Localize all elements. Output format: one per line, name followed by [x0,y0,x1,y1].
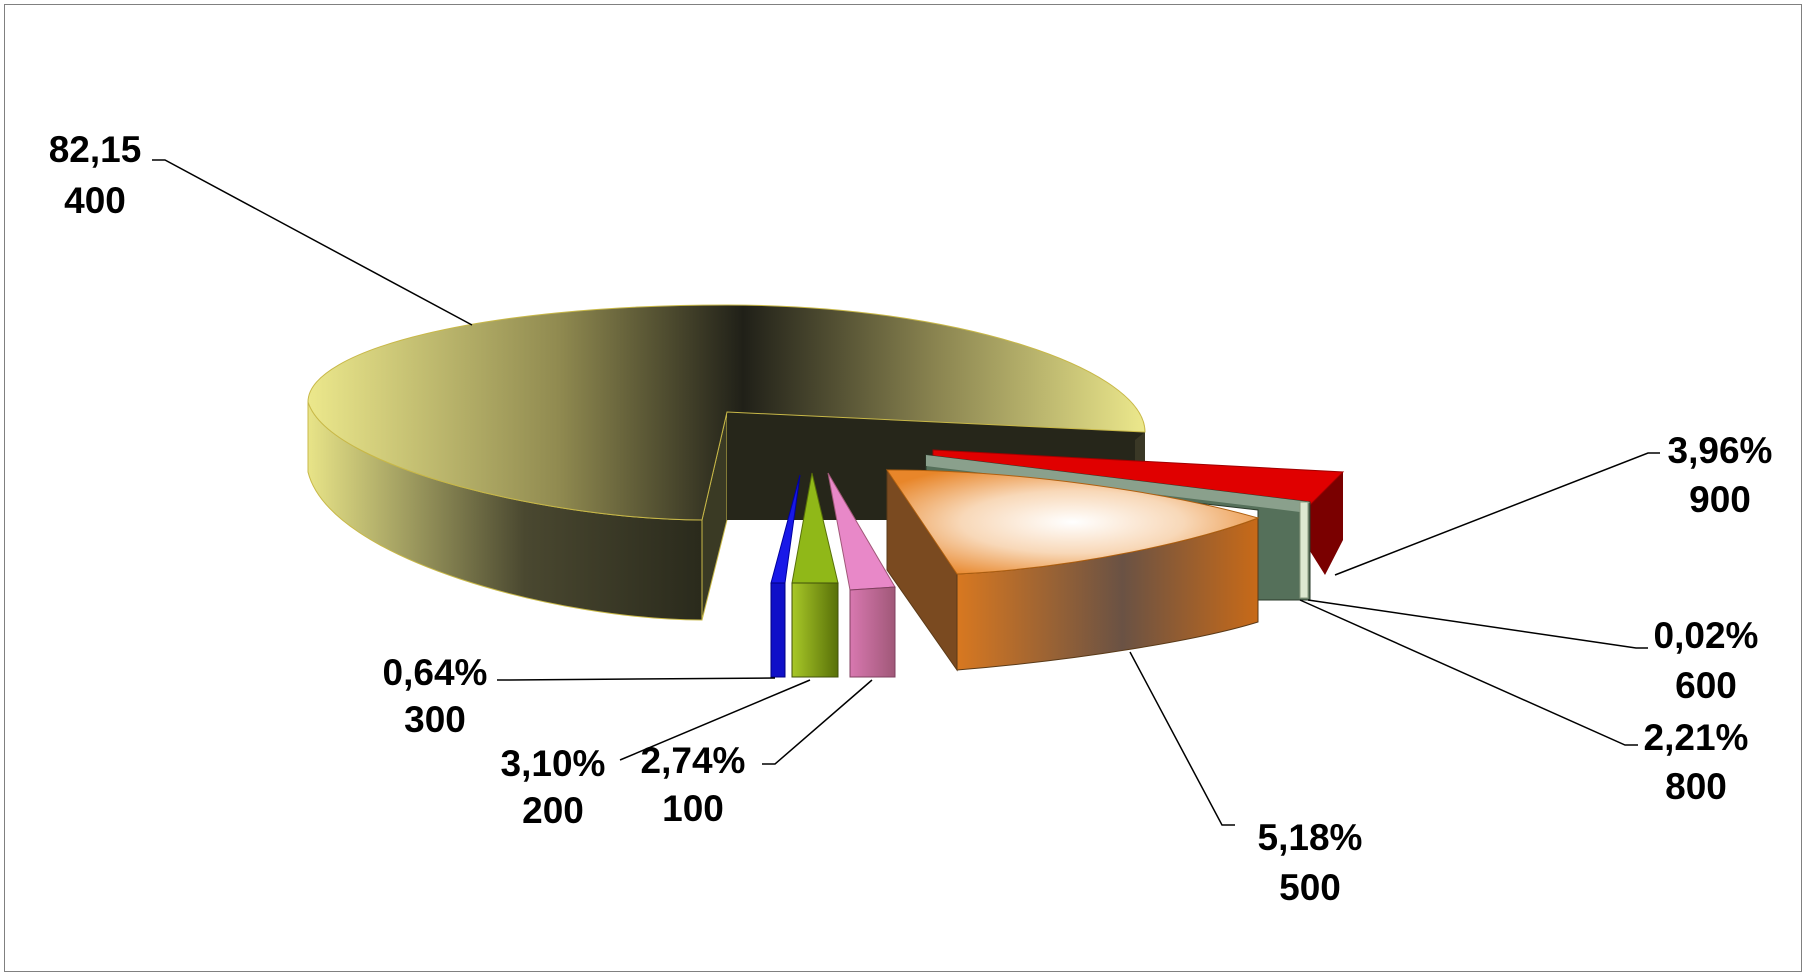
pie-slice-300 [770,474,801,678]
data-label-600-category: 600 [1675,665,1737,706]
leader-line-100 [762,679,873,765]
data-label-300-category: 300 [404,699,466,740]
data-label-900-category: 900 [1689,479,1751,520]
pie-slice-100 [827,472,896,678]
leader-line-900 [1334,452,1660,576]
data-label-400-category: 400 [64,180,126,221]
data-label-100-category: 100 [662,788,724,829]
pie-slice-500 [886,468,1260,672]
data-label-600-percent: 0,02% [1654,615,1759,656]
leader-line-200 [619,679,811,761]
data-label-100: 2,74% 100 [641,740,746,829]
data-label-500-percent: 5,18% [1258,817,1363,858]
leader-line-500 [1129,651,1235,826]
leader-line-400 [152,159,473,326]
pie-slice-200 [791,472,839,678]
data-label-400: 82,15 400 [49,129,142,221]
data-label-200-percent: 3,10% [501,743,606,784]
pie-slice-600 [1299,501,1309,599]
leader-line-600 [1307,599,1648,649]
data-label-800-category: 800 [1665,766,1727,807]
data-label-100-percent: 2,74% [641,740,746,781]
data-label-600: 0,02% 600 [1654,615,1759,706]
data-label-500-category: 500 [1279,867,1341,908]
data-labels: 82,15 400 3,96% 900 0,02% 600 2,21% 800 … [49,129,1773,908]
leader-line-800 [1299,599,1638,746]
data-label-500: 5,18% 500 [1258,817,1363,908]
leader-line-300 [497,677,776,681]
data-label-200-category: 200 [522,790,584,831]
leader-lines [152,159,1660,826]
pie-slice-400 [307,304,1146,621]
data-label-300-percent: 0,64% [383,652,488,693]
data-label-400-percent: 82,15 [49,129,142,170]
data-label-900: 3,96% 900 [1668,430,1773,520]
data-label-800: 2,21% 800 [1644,717,1749,807]
data-label-200: 3,10% 200 [501,743,606,831]
data-label-900-percent: 3,96% [1668,430,1773,471]
data-label-300: 0,64% 300 [383,652,488,740]
data-label-800-percent: 2,21% [1644,717,1749,758]
